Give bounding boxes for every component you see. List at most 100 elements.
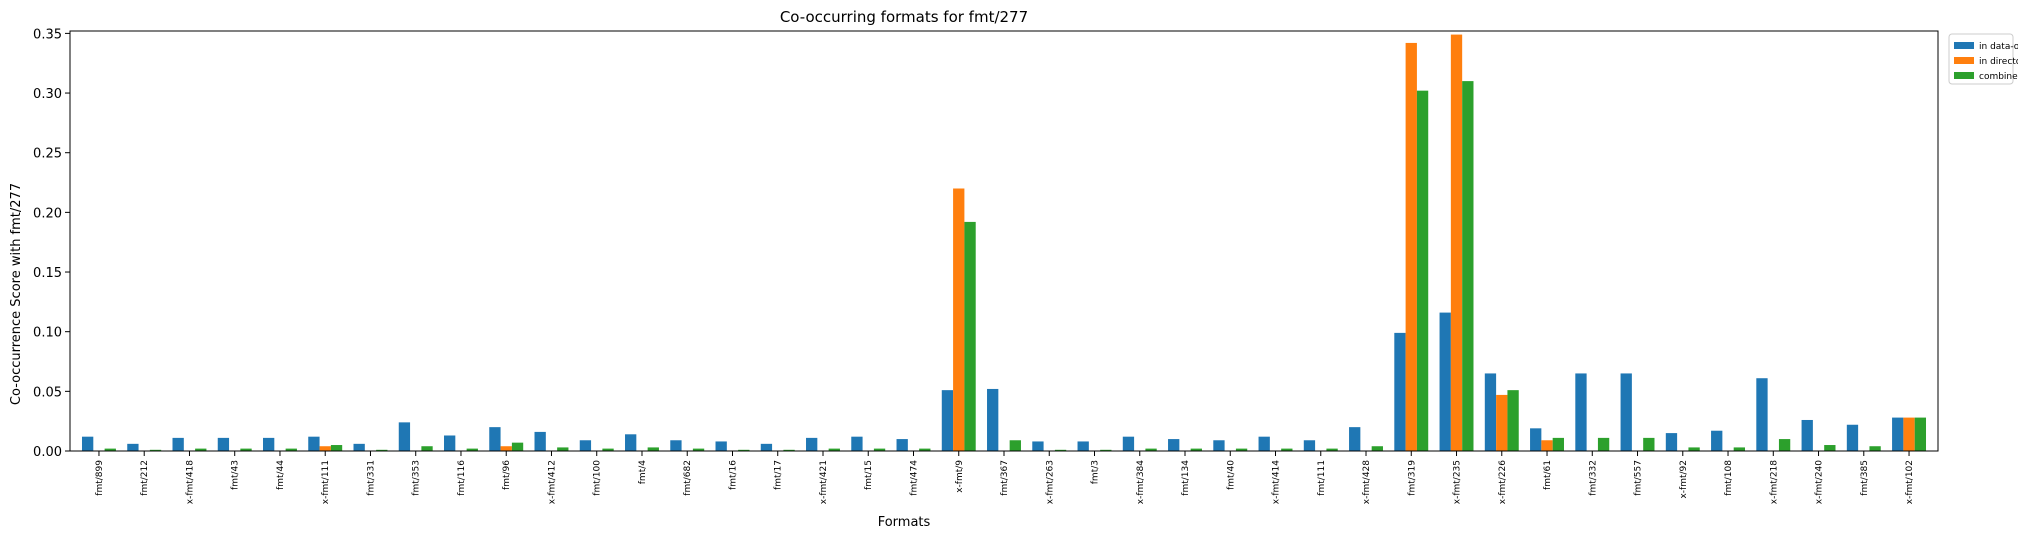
x-tick-label: x-fmt/428 [1362,460,1372,505]
bar-in-data-objects-fmt-111 [1303,440,1316,451]
x-axis-label: Formats [878,515,931,530]
bar-in-data-objects-x-fmt-226 [1484,373,1497,451]
bar-combined-x-fmt-235 [1462,81,1474,452]
bar-in-directories-x-fmt-226 [1496,394,1508,451]
y-tick-label: 0.05 [33,385,62,400]
x-tick-label: fmt/682 [683,460,693,496]
bar-combined-x-fmt-226 [1507,390,1519,451]
x-tick-label: fmt/100 [593,460,603,496]
bar-combined-fmt-212 [149,449,162,451]
y-tick-label: 0.00 [33,445,62,460]
x-tick-label: fmt/134 [1181,460,1191,496]
x-tick-label: x-fmt/92 [1679,460,1689,499]
x-tick-label: x-fmt/240 [1815,460,1825,505]
x-tick-label: fmt/367 [1000,460,1010,496]
bar-combined-fmt-116 [466,448,478,451]
bar-combined-fmt-682 [692,448,705,451]
bar-in-data-objects-fmt-899 [81,436,94,451]
bar-in-data-objects-fmt-212 [127,443,139,451]
x-tick-label: fmt/212 [140,460,150,496]
bar-in-data-objects-fmt-682 [670,440,682,451]
bar-combined-fmt-17 [783,449,795,451]
x-tick-label: fmt/96 [502,460,512,490]
bar-in-data-objects-fmt-16 [715,441,727,451]
x-axis: fmt/899 fmt/212 x-fmt/418 fmt/43 fmt/44 x-fmt… [95,451,1915,504]
bar-combined-fmt-385 [1869,446,1881,451]
y-axis-label: Co-occurrence Score with fmt/277 [9,183,24,405]
y-tick-label: 0.35 [33,27,62,42]
bar-combined-fmt-331 [376,449,388,451]
y-tick-label: 0.20 [33,206,62,221]
legend-swatch-in-directories [1954,57,1974,64]
bar-combined-fmt-353 [421,446,433,451]
y-tick-label: 0.25 [33,147,62,162]
x-tick-label: fmt/17 [774,460,784,490]
bar-in-data-objects-x-fmt-92 [1665,433,1678,451]
bar-in-data-objects-x-fmt-263 [1032,441,1044,451]
x-tick-label: fmt/332 [1588,460,1598,496]
x-tick-label: fmt/385 [1860,460,1870,496]
y-axis: 0.00 0.05 0.10 0.15 0.20 0.25 0.30 0.35 [33,27,70,460]
bar-in-data-objects-x-fmt-240 [1801,419,1813,451]
bar-in-data-objects-fmt-17 [760,443,773,451]
bar-combined-x-fmt-412 [557,447,569,451]
bar-in-data-objects-fmt-61 [1530,428,1542,451]
bar-in-directories-x-fmt-102 [1903,417,1915,451]
bar-in-data-objects-x-fmt-235 [1439,312,1451,451]
bar-in-directories-fmt-61 [1541,440,1553,451]
x-tick-label: x-fmt/235 [1453,460,1463,504]
x-tick-label: fmt/43 [231,460,241,490]
bar-in-data-objects-fmt-96 [489,427,501,451]
plot-frame [69,30,1939,452]
x-tick-label: fmt/557 [1634,460,1644,496]
x-tick-label: fmt/15 [864,460,874,490]
bar-combined-fmt-16 [738,449,750,451]
bar-combined-fmt-44 [285,448,297,451]
chart-title: Co-occurring formats for fmt/277 [780,8,1028,26]
bar-in-data-objects-fmt-134 [1168,439,1180,451]
x-tick-label: fmt/44 [276,460,286,490]
bar-combined-fmt-899 [104,448,116,451]
x-tick-label: fmt/16 [728,460,738,490]
x-tick-label: fmt/899 [95,460,105,496]
x-tick-label: x-fmt/414 [1272,460,1282,505]
y-tick-label: 0.10 [33,326,62,341]
bar-combined-x-fmt-111 [330,445,343,451]
bar-combined-fmt-61 [1552,437,1564,452]
bar-combined-x-fmt-263 [1054,449,1067,451]
bar-in-data-objects-fmt-44 [263,437,275,452]
bar-in-directories-fmt-96 [500,446,512,451]
x-tick-label: x-fmt/384 [1136,460,1146,505]
bar-in-data-objects-fmt-108 [1711,430,1723,451]
bar-combined-x-fmt-92 [1688,447,1700,451]
bar-in-data-objects-x-fmt-412 [534,431,546,451]
bar-in-data-objects-fmt-116 [444,435,456,451]
bar-in-directories-x-fmt-235 [1450,34,1463,451]
bar-combined-x-fmt-384 [1145,448,1157,451]
bar-combined-fmt-111 [1326,448,1338,451]
bar-in-data-objects-fmt-367 [987,388,999,451]
bar-combined-fmt-100 [602,448,614,451]
bar-in-directories-x-fmt-9 [953,188,965,451]
bar-combined-fmt-367 [1009,440,1021,451]
bar-combined-fmt-319 [1416,90,1429,451]
x-tick-label: fmt/474 [910,460,920,496]
legend-label-in-data-objects: in data-objects [1979,42,2018,52]
bar-combined-fmt-332 [1597,437,1610,452]
bar-in-data-objects-x-fmt-218 [1756,378,1768,451]
legend-swatch-combined [1954,72,1974,79]
bar-in-data-objects-x-fmt-384 [1122,436,1135,451]
bar-combined-fmt-43 [240,448,252,451]
bar-combined-x-fmt-218 [1778,439,1791,451]
x-tick-label: fmt/40 [1226,460,1236,490]
x-tick-label: fmt/331 [366,460,376,496]
bar-combined-fmt-15 [873,448,886,451]
x-tick-label: x-fmt/421 [819,460,829,504]
bar-combined-x-fmt-414 [1281,448,1293,451]
bar-in-data-objects-fmt-353 [398,422,411,451]
x-tick-label: fmt/116 [457,460,467,496]
bar-in-data-objects-fmt-557 [1620,373,1632,451]
x-tick-label: x-fmt/102 [1905,460,1915,504]
x-tick-label: x-fmt/111 [321,460,331,504]
bar-combined-fmt-3 [1100,449,1112,451]
